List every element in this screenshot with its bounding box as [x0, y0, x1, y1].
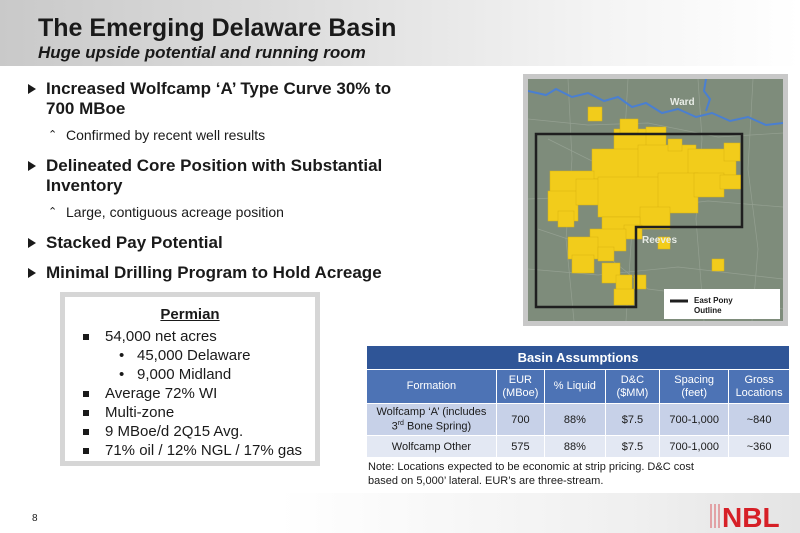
bullet-stacked-pay: Stacked Pay Potential — [28, 233, 408, 253]
bullet-core-position: Delineated Core Position with Substantia… — [28, 156, 408, 196]
table-header-row: Formation EUR (MBoe) % Liquid D&C ($MM) Sp… — [366, 369, 790, 404]
col-liquid: % Liquid — [543, 369, 606, 404]
key-points-list: Increased Wolfcamp ‘A’ Type Curve 30% to… — [28, 79, 408, 283]
logo-text: NBL — [722, 502, 780, 532]
col-spacing: Spacing (feet) — [659, 369, 730, 404]
triangle-bullet-icon — [28, 161, 36, 171]
footnote-line2: based on 5,000’ lateral. EUR’s are three… — [368, 475, 604, 487]
col-gross: Gross Locations — [728, 369, 790, 404]
item-text: 9 MBoe/d 2Q15 Avg. — [105, 423, 244, 440]
permian-list: 54,000 net acres • 45,000 Delaware • 9,000… — [81, 327, 321, 460]
bullet-text: Stacked Pay Potential — [46, 233, 223, 252]
acreage-map: Ward Reeves East Pony Outline — [523, 74, 788, 326]
permian-sub-delaware: • 45,000 Delaware — [81, 346, 321, 365]
cell-eur: 575 — [495, 435, 545, 458]
map-label-reeves: Reeves — [642, 235, 677, 246]
permian-item-net-acres: 54,000 net acres — [81, 327, 321, 346]
chevron-up-icon: ⌃ — [48, 206, 58, 218]
permian-summary-box: Permian 54,000 net acres • 45,000 Delawar… — [60, 292, 320, 466]
footer-band — [280, 493, 800, 533]
table-row: Wolfcamp Other 575 88% $7.5 700-1,000 ~3… — [366, 435, 790, 458]
square-bullet-icon — [83, 391, 89, 397]
bullet-type-curve: Increased Wolfcamp ‘A’ Type Curve 30% to… — [28, 79, 408, 119]
east-pony-outline — [534, 132, 744, 309]
legend-label-line2: Outline — [694, 306, 722, 315]
triangle-bullet-icon — [28, 84, 36, 94]
legend-label-line1: East Pony — [694, 296, 733, 305]
item-text: 45,000 Delaware — [137, 347, 251, 364]
sub-bullet-well-results: ⌃ Confirmed by recent well results — [28, 126, 408, 144]
cell-eur: 700 — [495, 403, 545, 436]
page-number: 8 — [32, 513, 38, 524]
bullet-text: Increased Wolfcamp ‘A’ Type Curve 30% to… — [46, 79, 392, 118]
triangle-bullet-icon — [28, 268, 36, 278]
page-title: The Emerging Delaware Basin — [38, 14, 397, 42]
cell-formation: Wolfcamp Other — [366, 435, 497, 458]
cell-liquid: 88% — [543, 403, 606, 436]
bullet-text: Delineated Core Position with Substantia… — [46, 156, 383, 195]
table-row: Wolfcamp ‘A’ (includes 3rd Bone Spring) 7… — [366, 403, 790, 436]
bullet-text: Minimal Drilling Program to Hold Acreage — [46, 263, 382, 282]
header-band — [0, 0, 800, 66]
footnote-line1: Note: Locations expected to be economic … — [368, 461, 694, 473]
nbl-logo: NBL — [710, 502, 780, 532]
triangle-bullet-icon — [28, 238, 36, 248]
square-bullet-icon — [83, 448, 89, 454]
permian-title: Permian — [160, 306, 220, 323]
col-eur: EUR (MBoe) — [495, 369, 545, 404]
sub-bullet-text: Large, contiguous acreage position — [66, 204, 284, 220]
dot-bullet-icon: • — [119, 366, 125, 383]
permian-sub-midland: • 9,000 Midland — [81, 365, 321, 384]
permian-item-multizone: Multi-zone — [81, 403, 321, 422]
item-text: 9,000 Midland — [137, 366, 232, 383]
bullet-drilling-program: Minimal Drilling Program to Hold Acreage — [28, 263, 408, 283]
item-text: Average 72% WI — [105, 385, 218, 402]
cell-formation: Wolfcamp ‘A’ (includes 3rd Bone Spring) — [366, 403, 497, 436]
square-bullet-icon — [83, 410, 89, 416]
river-icon — [528, 79, 783, 127]
cell-liquid: 88% — [543, 435, 606, 458]
acreage-map-svg: Ward Reeves East Pony Outline — [528, 79, 783, 321]
map-legend — [664, 289, 780, 319]
cell-gross: ~840 — [728, 403, 790, 436]
col-dc: D&C ($MM) — [604, 369, 661, 404]
cell-spacing: 700-1,000 — [659, 403, 730, 436]
item-text: Multi-zone — [105, 404, 175, 421]
sub-bullet-acreage: ⌃ Large, contiguous acreage position — [28, 203, 408, 221]
permian-item-mix: 71% oil / 12% NGL / 17% gas — [81, 441, 321, 460]
cell-dc: $7.5 — [604, 435, 661, 458]
square-bullet-icon — [83, 334, 89, 340]
footnote: Note: Locations expected to be economic … — [368, 460, 748, 488]
cell-gross: ~360 — [728, 435, 790, 458]
chevron-up-icon: ⌃ — [48, 129, 58, 141]
permian-item-wi: Average 72% WI — [81, 384, 321, 403]
page-subtitle: Huge upside potential and running room — [38, 43, 366, 62]
square-bullet-icon — [83, 429, 89, 435]
map-label-ward: Ward — [670, 97, 695, 108]
col-formation: Formation — [366, 369, 497, 404]
basin-assumptions-table: Basin Assumptions Formation EUR (MBoe) % … — [366, 345, 790, 458]
cell-dc: $7.5 — [604, 403, 661, 436]
dot-bullet-icon: • — [119, 347, 125, 364]
item-text: 71% oil / 12% NGL / 17% gas — [105, 442, 303, 459]
cell-spacing: 700-1,000 — [659, 435, 730, 458]
item-text: 54,000 net acres — [105, 328, 217, 345]
permian-item-production: 9 MBoe/d 2Q15 Avg. — [81, 422, 321, 441]
table-caption: Basin Assumptions — [366, 345, 790, 370]
sub-bullet-text: Confirmed by recent well results — [66, 127, 266, 143]
